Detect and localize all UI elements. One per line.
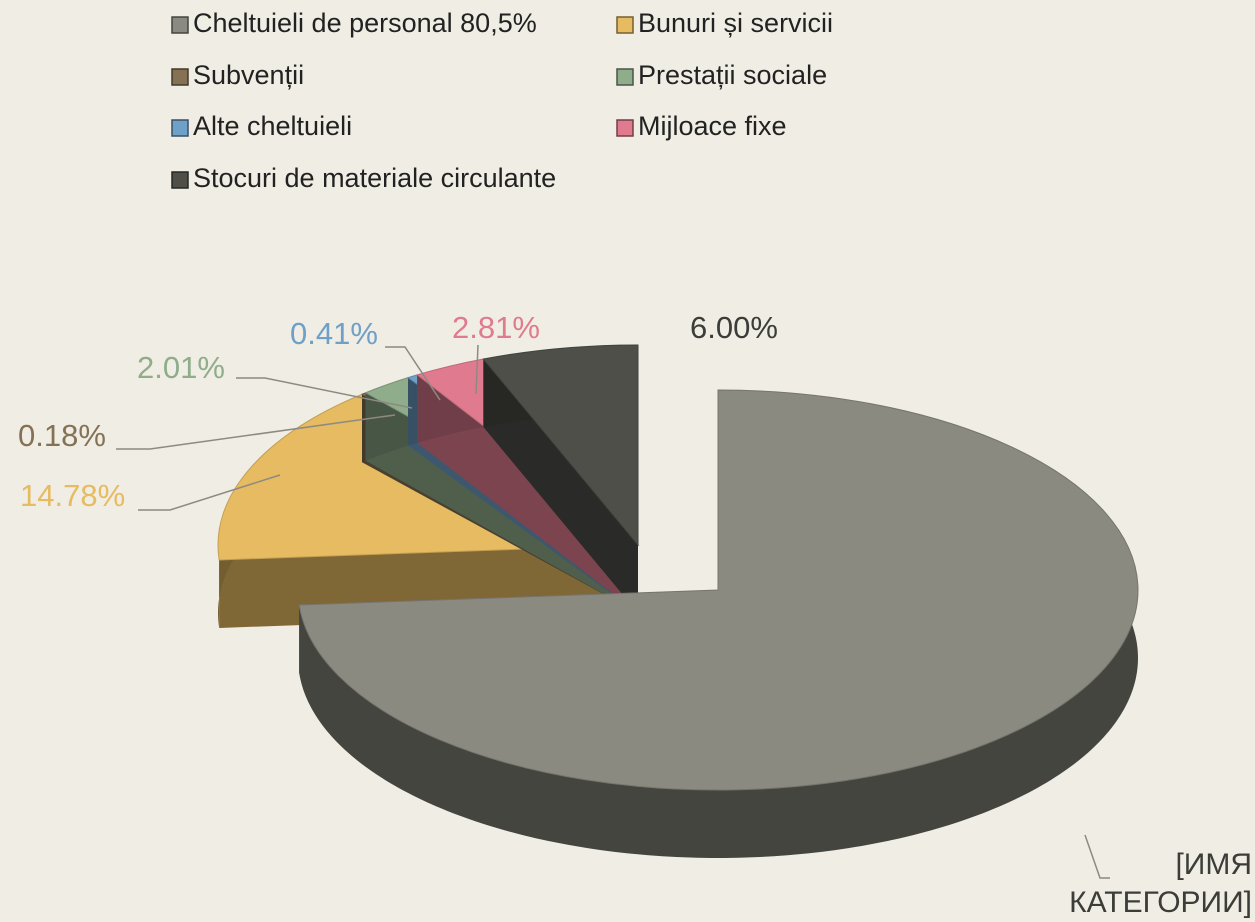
leader-line <box>385 346 441 401</box>
slice-side <box>362 392 366 463</box>
legend-label: Alte cheltuieli <box>193 111 352 141</box>
leader-line <box>1084 834 1110 879</box>
legend-marker <box>171 119 189 137</box>
slice-top <box>482 344 639 547</box>
data-label: 2.01% <box>137 350 225 385</box>
data-label: 14.78% <box>20 478 125 513</box>
category-label: [ИМЯ КАТЕГОРИИ] <box>1069 848 1252 919</box>
data-label: 6.00% <box>690 310 778 345</box>
legend-label: Prestații sociale <box>638 60 827 90</box>
legend-marker <box>171 68 189 86</box>
leader-line <box>475 344 479 395</box>
slice-cut-face <box>483 359 638 613</box>
slice-side <box>408 374 418 446</box>
legend-label: Bunuri și servicii <box>638 8 833 38</box>
leader-line <box>116 414 396 450</box>
slice <box>298 389 1139 858</box>
slice <box>482 344 639 613</box>
leader-line <box>138 474 281 511</box>
data-label: 0.18% <box>18 418 106 453</box>
slice-top <box>298 389 1139 791</box>
slice-cut-face <box>417 374 638 613</box>
legend-marker <box>616 119 634 137</box>
legend-marker <box>616 68 634 86</box>
data-label: 0.41% <box>290 316 378 351</box>
legend-label: Mijloace fixe <box>638 111 787 141</box>
data-label: 2.81% <box>452 310 540 345</box>
legend-label: Stocuri de materiale circulante <box>193 163 556 193</box>
legend-marker <box>171 16 189 34</box>
legend-label: Subvenții <box>193 60 304 90</box>
leader-line <box>236 377 413 409</box>
legend-marker <box>171 171 189 189</box>
legend-marker <box>616 16 634 34</box>
legend-label: Cheltuieli de personal 80,5% <box>193 8 537 38</box>
